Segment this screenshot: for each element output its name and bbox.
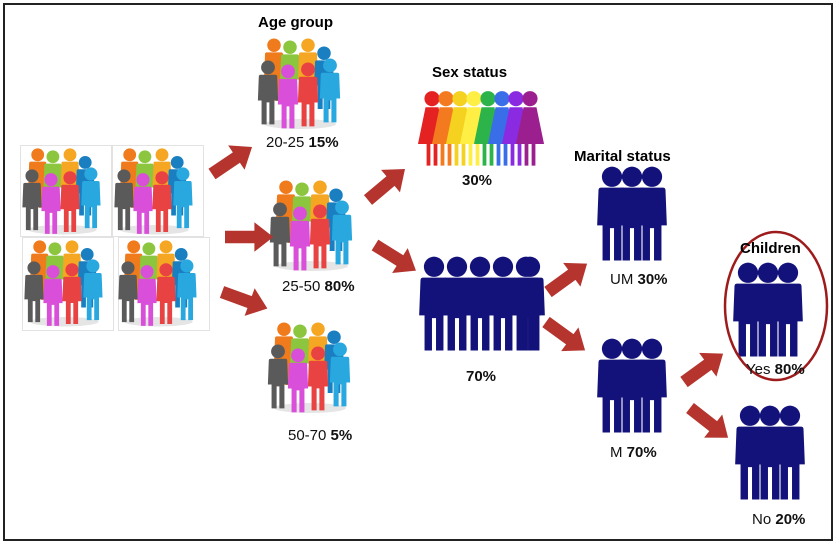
children-title: Children	[740, 240, 801, 257]
age-group-label-20-25: 20-25 15%	[266, 134, 339, 151]
crowd-icon-source-1	[22, 148, 101, 235]
children-label-yes: Yes 80%	[746, 361, 805, 378]
age-percent: 15%	[308, 134, 339, 151]
crowd-icon-source-3	[24, 240, 103, 327]
children-highlight-ring	[723, 230, 829, 382]
man-icon-group-married	[597, 338, 667, 433]
crowd-icon-source-2	[114, 148, 193, 235]
crowd-icon-layer	[22, 38, 353, 413]
children-percent: 80%	[774, 361, 805, 378]
sex-status-title: Sex status	[432, 64, 508, 81]
marital-status-title: Marital status	[574, 148, 671, 165]
children-label-no: No 20%	[752, 511, 805, 528]
man-icon-group-children-no	[735, 405, 805, 500]
woman-icon-group	[417, 91, 545, 166]
crowd-icon-source-4	[118, 240, 197, 327]
age-group-label-25-50: 25-50 80%	[282, 278, 355, 295]
age-range: 25-50	[282, 278, 321, 295]
arrow-icon-to-age-50-70	[216, 278, 273, 323]
age-percent: 5%	[330, 427, 353, 444]
age-range: 50-70	[288, 427, 327, 444]
children-percent: 20%	[775, 511, 806, 528]
marital-label-married: M 70%	[610, 444, 657, 461]
marital-status-code: UM	[610, 271, 634, 288]
arrow-icon-to-children-yes	[675, 341, 732, 394]
age-range: 20-25	[266, 134, 305, 151]
man-icon	[773, 262, 803, 357]
marital-percent: 70%	[626, 444, 657, 461]
diagram-frame	[3, 3, 833, 541]
arrow-icon-to-children-no	[680, 396, 738, 450]
arrow-icon-to-men	[367, 232, 424, 284]
marital-percent: 30%	[637, 271, 668, 288]
arrow-icon-to-age-25-50	[225, 222, 274, 252]
women-percent-label: 30%	[462, 172, 493, 189]
children-answer: Yes	[746, 361, 771, 378]
man-icon-group-unmarried	[597, 166, 667, 261]
arrow-icon-to-age-20-25	[203, 134, 261, 187]
arrow-icon-to-unmarried	[539, 251, 596, 304]
crowd-icon-age-20-25	[257, 38, 341, 129]
man-icon	[775, 405, 805, 500]
age-group-label-50-70: 50-70 5%	[288, 427, 352, 444]
arrow-icon-to-married	[537, 310, 594, 363]
man-icon	[637, 166, 667, 261]
man-icon-group-children-yes	[733, 262, 803, 357]
age-percent: 80%	[324, 278, 355, 295]
arrow-icon-to-women	[358, 157, 415, 212]
man-icon	[637, 338, 667, 433]
crowd-icon-age-25-50	[269, 180, 353, 271]
children-answer: No	[752, 511, 772, 528]
marital-status-code: M	[610, 444, 623, 461]
men-percent-label: 70%	[466, 368, 497, 385]
age-group-title: Age group	[258, 14, 333, 31]
crowd-icon-age-50-70	[267, 322, 351, 413]
marital-label-unmarried: UM 30%	[610, 271, 668, 288]
